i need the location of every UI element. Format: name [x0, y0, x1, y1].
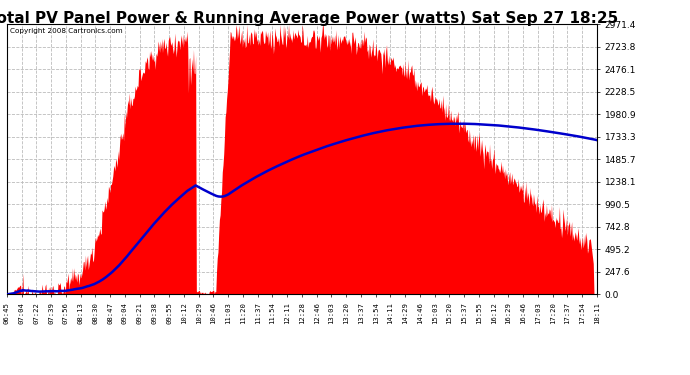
- Text: Total PV Panel Power & Running Average Power (watts) Sat Sep 27 18:25: Total PV Panel Power & Running Average P…: [0, 11, 619, 26]
- Text: Copyright 2008 Cartronics.com: Copyright 2008 Cartronics.com: [10, 28, 122, 34]
